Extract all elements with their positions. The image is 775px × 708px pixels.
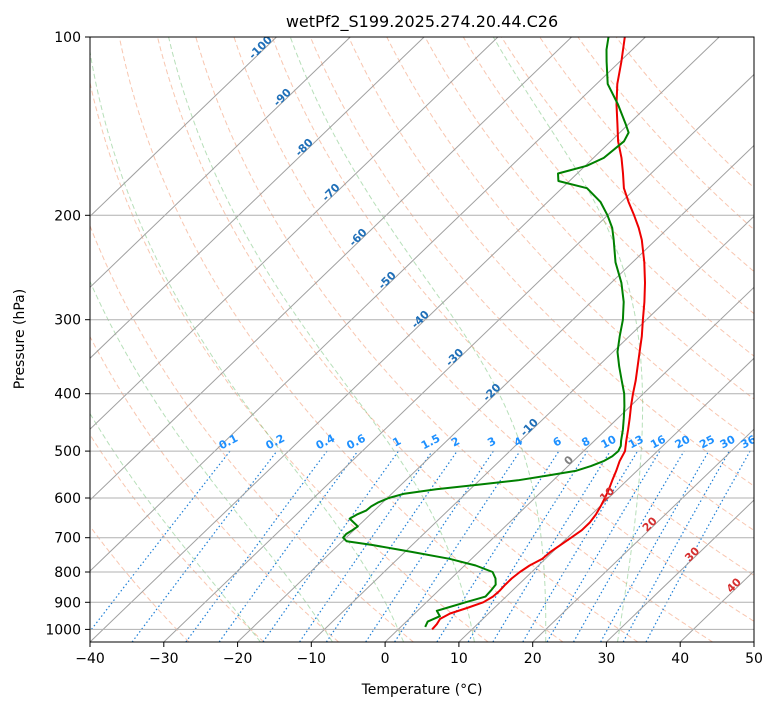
- mixing-ratio-label: 36: [739, 433, 759, 452]
- isotherm-line: [237, 144, 754, 642]
- mixing-ratio-line: [492, 450, 611, 642]
- y-tick-label: 500: [54, 444, 81, 460]
- dry-adiabat: [90, 433, 265, 642]
- mixing-ratio-line: [218, 450, 359, 642]
- isotherm-line: [90, 37, 572, 501]
- dry-adiabat: [271, 37, 754, 577]
- y-tick-label: 100: [54, 30, 81, 46]
- y-tick-label: 400: [54, 387, 81, 403]
- mixing-ratio-label: 16: [648, 433, 668, 452]
- x-tick-label: −40: [75, 651, 105, 667]
- x-tick-label: 20: [524, 651, 542, 667]
- isotherm-line: [384, 286, 754, 642]
- y-tick-label: 1000: [45, 622, 81, 638]
- dry-adiabat: [348, 37, 754, 487]
- plot-frame: [89, 36, 755, 643]
- mixing-ratio-line: [436, 450, 560, 642]
- axes: −40 −30 −20 −10 0 10 20 30 40 50 100 200 300 400 500 60…: [45, 30, 763, 667]
- isotherm-line: [532, 428, 754, 642]
- x-tick-label: 0: [381, 651, 390, 667]
- isotherm-line: [90, 37, 646, 572]
- temperature-profile-line: [431, 37, 646, 631]
- y-tick-label: 800: [54, 565, 81, 581]
- dry-adiabat: [90, 80, 489, 642]
- isotherm-line: [310, 215, 754, 642]
- isotherm-line: [90, 37, 351, 288]
- dry-adiabat: [309, 37, 754, 532]
- mixing-ratio-line: [622, 450, 730, 642]
- y-tick-label: 700: [54, 531, 81, 547]
- isotherm-line: [458, 357, 754, 642]
- isotherm-line: [90, 37, 720, 642]
- y-tick-label: 200: [54, 208, 81, 224]
- isotherm-line: [90, 37, 425, 359]
- chart-title: wetPf2_S199.2025.274.20.44.C26: [286, 12, 558, 32]
- dry-adiabat: [424, 37, 754, 400]
- isotherm-line: [90, 37, 499, 430]
- mixing-ratio-line: [365, 450, 494, 642]
- y-tick-label: 300: [54, 313, 81, 329]
- mixing-ratio-line: [185, 450, 328, 642]
- mixing-ratio-line: [299, 450, 433, 642]
- x-tick-label: 10: [450, 651, 468, 667]
- mixing-ratio-label: 20: [673, 433, 693, 452]
- moist-adiabat: [168, 37, 475, 642]
- x-tick-label: −10: [297, 651, 327, 667]
- y-tick-label: 600: [54, 491, 81, 507]
- mixing-ratio-label: 13: [626, 433, 646, 452]
- mixing-ratio-line: [600, 450, 710, 642]
- mixing-ratio-label: 25: [697, 433, 717, 452]
- isotherm-line: [90, 37, 277, 218]
- moist-adiabat: [289, 37, 547, 642]
- x-tick-label: 40: [671, 651, 689, 667]
- dry-adiabat: [501, 37, 754, 315]
- isotherm-line: [606, 499, 754, 642]
- moist-adiabat: [90, 48, 405, 642]
- mixing-ratio-label: 10: [599, 433, 619, 452]
- isotherm-line: [163, 73, 754, 642]
- moist-adiabat: [90, 280, 333, 642]
- y-tick-label: 900: [54, 595, 81, 611]
- plot-area: [90, 37, 754, 642]
- dewpoint-profile-line: [342, 37, 630, 628]
- x-tick-label: −30: [149, 651, 179, 667]
- dry-adiabat: [118, 37, 564, 642]
- y-axis-label: Pressure (hPa): [12, 289, 28, 389]
- dry-adiabat: [90, 525, 190, 642]
- x-tick-label: −20: [223, 651, 253, 667]
- x-tick-label: 30: [597, 651, 615, 667]
- x-tick-label: 50: [745, 651, 763, 667]
- dry-adiabat: [157, 37, 639, 642]
- mixing-ratio-line: [325, 450, 458, 642]
- x-axis-label: Temperature (°C): [361, 682, 483, 698]
- mixing-ratio-line: [262, 450, 399, 642]
- mixing-ratio-label: 30: [718, 433, 738, 452]
